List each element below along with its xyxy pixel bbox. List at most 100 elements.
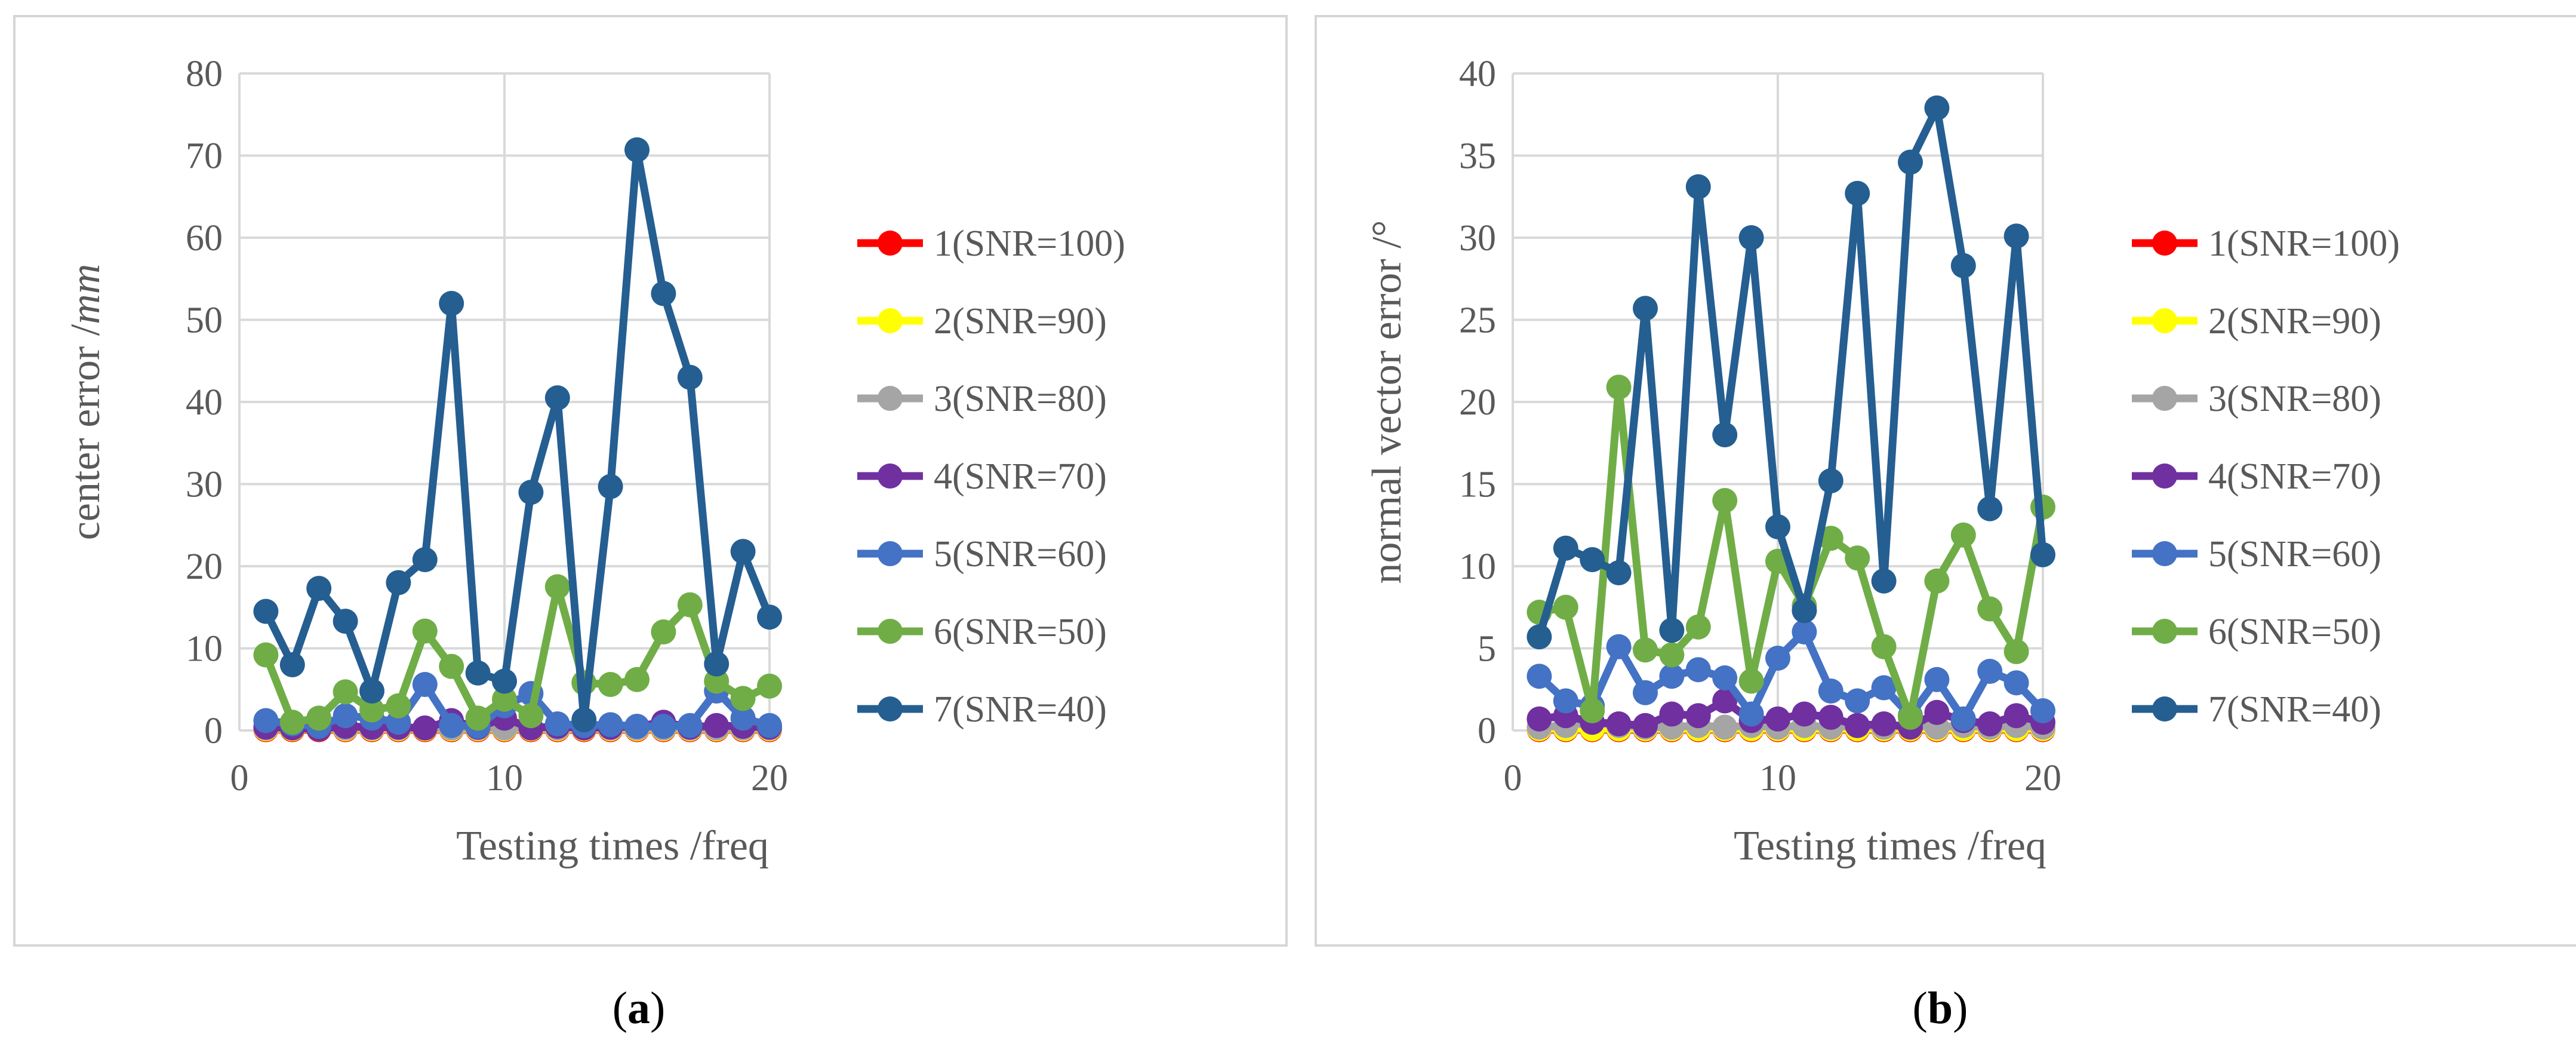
y-tick-label: 25	[1459, 300, 1496, 341]
series-6-point	[1924, 568, 1950, 594]
series-7-point	[1659, 618, 1685, 643]
series-5-point	[1659, 664, 1685, 689]
series-7-point	[757, 604, 782, 630]
series-5-point	[1792, 619, 1817, 644]
series-7-point	[253, 598, 279, 624]
caption-a-letter: a	[627, 983, 650, 1033]
legend-label: 4(SNR=70)	[934, 456, 1107, 497]
series-6-point	[1712, 488, 1738, 513]
y-tick-label: 60	[186, 218, 223, 259]
chart-panel-a: 0 10 20 30 40 50 60 70 80 0 10 20 Testing times /fre…	[13, 15, 1288, 947]
y-tick-label: 70	[186, 136, 223, 177]
chart-panel-b: 0 5 10 15 20 25 30 35 40 0 10 20 Testing times /freq…	[1315, 15, 2576, 947]
legend-label: 7(SNR=40)	[934, 689, 1107, 730]
series-6-point	[598, 672, 623, 697]
series-6-point	[279, 710, 305, 735]
series-7-point	[544, 385, 570, 411]
legend-label: 4(SNR=70)	[2208, 456, 2381, 497]
series-6-point	[651, 619, 676, 644]
series-6-point	[518, 703, 544, 729]
x-tick-label: 20	[751, 758, 788, 799]
series-6-point	[704, 668, 730, 694]
series-6-point	[386, 693, 411, 719]
series-7-point	[2003, 223, 2029, 249]
series-5-point	[1765, 646, 1790, 671]
series-7-point	[1712, 422, 1738, 447]
series-7-point	[704, 651, 730, 677]
series-6-point	[1738, 668, 1764, 694]
y-tick-label: 10	[1459, 547, 1496, 587]
series-5-point	[412, 672, 438, 697]
series-5-point	[651, 714, 676, 739]
series-6-point	[2003, 639, 2029, 664]
legend-label: 6(SNR=50)	[934, 612, 1107, 652]
series-6-point	[492, 686, 517, 712]
y-tick-label: 40	[186, 382, 223, 423]
series-6-point	[1633, 637, 1658, 663]
series-7-point	[1738, 225, 1764, 250]
series-5-point	[1738, 701, 1764, 727]
series-5-point	[333, 703, 358, 729]
series-5-point	[253, 708, 279, 733]
series-line-7	[262, 146, 774, 724]
series-6-point	[1553, 594, 1578, 620]
y-tick-label: 40	[1459, 54, 1496, 94]
series-7-point	[439, 291, 464, 316]
y-tick-label: 0	[204, 711, 223, 751]
series-7-point	[1977, 496, 2003, 521]
series-6-point	[333, 679, 358, 705]
series-7-point	[1685, 174, 1711, 199]
series-7-point	[465, 660, 491, 686]
legend-swatch-marker	[2152, 619, 2177, 644]
x-axis-title: Testing times /freq	[1734, 823, 2046, 869]
legend-label: 2(SNR=90)	[2208, 301, 2381, 342]
series-6-point	[359, 697, 384, 723]
series-7-point	[1526, 624, 1552, 650]
series-4-point	[1977, 711, 2003, 736]
series-5-point	[1924, 667, 1950, 692]
chart-a-svg: 0 10 20 30 40 50 60 70 80 0 10 20 Testing times /fre…	[63, 54, 1125, 869]
series-5-point	[1633, 680, 1658, 705]
series-7-point	[333, 609, 358, 634]
series-7-point	[1633, 296, 1658, 321]
legend-label: 3(SNR=80)	[2208, 379, 2381, 419]
y-tick-label: 35	[1459, 136, 1496, 177]
legend-swatch-marker	[2152, 386, 2177, 411]
series-5-point	[1977, 659, 2003, 684]
series-6-point	[1977, 596, 2003, 622]
series-7-point	[730, 539, 756, 564]
series-5-point	[1818, 678, 1843, 704]
series-5-point	[598, 712, 623, 738]
series-4-point	[1712, 688, 1738, 714]
legend-swatch-marker	[2152, 308, 2177, 333]
series-4-point	[1818, 705, 1843, 730]
series-4-point	[1845, 713, 1870, 738]
series-7-point	[1950, 253, 1976, 278]
series-6-point	[465, 705, 491, 731]
legend-swatch-marker	[878, 386, 903, 411]
series-5-point	[439, 713, 464, 738]
legend-swatch-marker	[878, 308, 903, 333]
y-tick-label: 10	[186, 629, 223, 670]
y-tick-label: 80	[186, 54, 223, 94]
series-5-point	[544, 711, 570, 736]
legend-label: 5(SNR=60)	[934, 534, 1107, 575]
series-6-point	[1898, 705, 1923, 730]
x-tick-label: 0	[1504, 758, 1522, 799]
caption-b-letter: b	[1927, 983, 1953, 1033]
series-3-point	[1712, 714, 1738, 740]
series-7-point	[1845, 180, 1870, 206]
series-7-point	[412, 547, 438, 572]
legend-label: 7(SNR=40)	[2208, 689, 2381, 730]
series-6-point	[1659, 642, 1685, 668]
series-7-point	[518, 480, 544, 505]
chart-b-svg: 0 5 10 15 20 25 30 35 40 0 10 20 Testing times /freq…	[1364, 54, 2400, 869]
caption-a: (a)	[612, 983, 666, 1033]
series-7-point	[624, 137, 650, 162]
series-7-point	[386, 570, 411, 595]
series-5-point	[1685, 657, 1711, 683]
series-5-point	[1950, 706, 1976, 732]
series-4-point	[1792, 701, 1817, 727]
series-6-point	[1606, 374, 1632, 400]
legend-label: 3(SNR=80)	[934, 379, 1107, 419]
